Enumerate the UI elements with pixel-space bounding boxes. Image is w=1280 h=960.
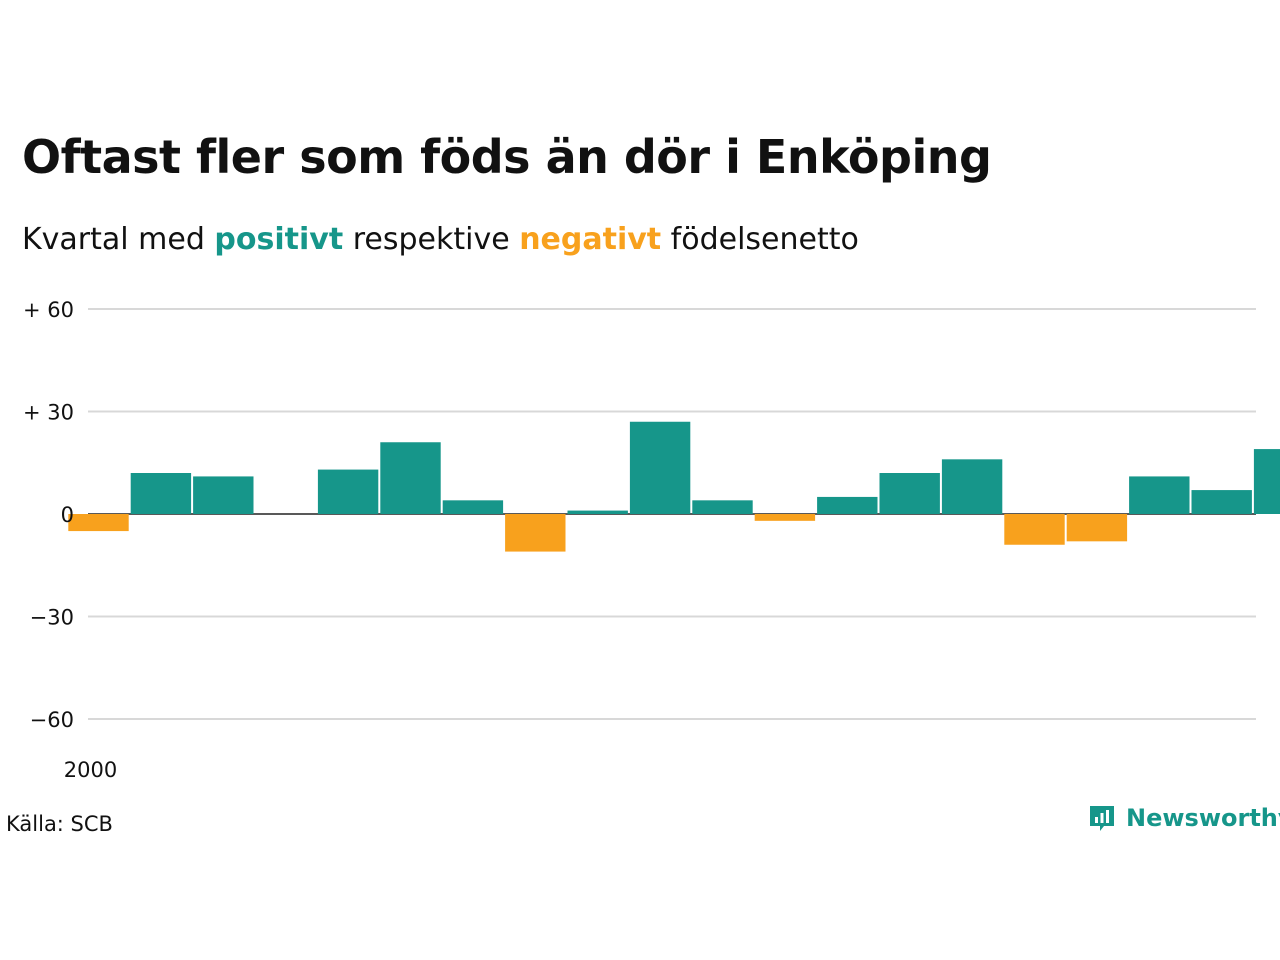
chart-title: Oftast fler som föds än dör i Enköping bbox=[22, 130, 992, 184]
bar-2000-Q1 bbox=[68, 514, 129, 532]
brand-name: Newsworthy bbox=[1126, 804, 1280, 832]
subtitle-text-middle: respektive bbox=[343, 222, 520, 257]
bar-2004-Q1 bbox=[1066, 514, 1128, 542]
subtitle-text-after: födelsenetto bbox=[661, 222, 859, 257]
subtitle-text-before: Kvartal med bbox=[22, 222, 215, 257]
x-tick-label: 2000 bbox=[64, 758, 117, 782]
y-tick-label: −60 bbox=[30, 708, 74, 732]
subtitle-positive-label: positivt bbox=[214, 222, 344, 257]
y-tick-label: 0 bbox=[61, 503, 74, 527]
bar-2004-Q2 bbox=[1129, 476, 1190, 514]
bar-2002-Q4 bbox=[754, 514, 816, 521]
source-label: Källa: SCB bbox=[6, 812, 113, 836]
bar-2001-Q4 bbox=[505, 514, 566, 552]
bar-2001-Q3 bbox=[442, 500, 504, 514]
bar-2003-Q3 bbox=[941, 459, 1003, 514]
subtitle-negative-label: negativt bbox=[519, 222, 662, 257]
y-tick-label: + 30 bbox=[23, 401, 74, 425]
bar-2001-Q2 bbox=[380, 442, 441, 514]
bar-2001-Q1 bbox=[317, 469, 379, 514]
x-axis-ticks: 20002005201020152020 bbox=[64, 758, 117, 782]
bar-2004-Q4 bbox=[1253, 449, 1280, 514]
y-axis-ticks: + 60 + 30 0 −30 −60 bbox=[23, 298, 74, 732]
bar-2003-Q4 bbox=[1004, 514, 1065, 545]
chart-subtitle: Kvartal med positivt respektive negativt… bbox=[22, 222, 859, 257]
bar-2000-Q3 bbox=[193, 476, 254, 514]
bar-2002-Q2 bbox=[629, 421, 691, 514]
brand-logo: Newsworthy bbox=[1088, 804, 1280, 832]
bar-2002-Q1 bbox=[567, 510, 628, 514]
bar-chart: + 60 + 30 0 −30 −60 20002005201020152020 bbox=[23, 298, 1280, 782]
bar-2003-Q1 bbox=[817, 496, 878, 514]
bars bbox=[68, 421, 1280, 552]
y-tick-label: −30 bbox=[30, 606, 74, 630]
y-tick-label: + 60 bbox=[23, 298, 74, 322]
bar-2000-Q2 bbox=[130, 473, 192, 514]
bar-2003-Q2 bbox=[879, 473, 940, 514]
bar-2002-Q3 bbox=[692, 500, 753, 514]
bar-2004-Q3 bbox=[1191, 490, 1252, 514]
newsworthy-logo-icon bbox=[1090, 806, 1114, 831]
